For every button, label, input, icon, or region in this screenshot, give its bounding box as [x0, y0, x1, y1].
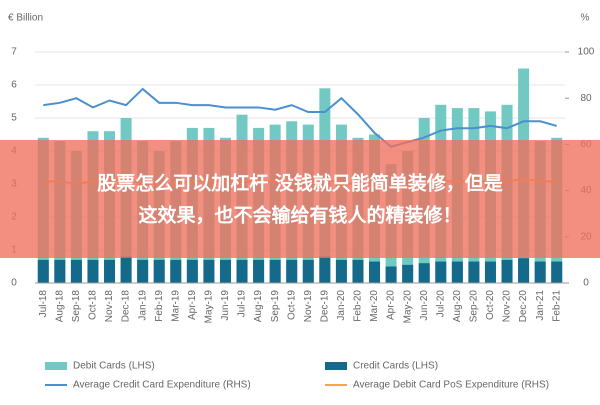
x-tick-label: Aug-20 — [452, 290, 463, 323]
x-tick-label: Nov-20 — [502, 290, 513, 323]
line — [43, 87, 557, 148]
bar — [468, 261, 480, 283]
y-axis-label: € Billion — [8, 13, 43, 24]
bar — [369, 261, 381, 283]
x-tick-label: Dec-18 — [121, 290, 132, 323]
bar — [120, 256, 132, 283]
overlay-text: 股票怎么可以加杠杆 没钱就只能简单装修，但是 — [97, 172, 503, 195]
bar — [352, 259, 364, 283]
bar — [70, 259, 82, 283]
bar — [269, 259, 281, 283]
x-tick-label: Jun-20 — [419, 290, 430, 321]
x-tick-label: Dec-20 — [518, 290, 529, 323]
bar — [385, 266, 397, 283]
bar — [484, 261, 496, 283]
bar — [104, 259, 116, 283]
bar — [501, 259, 513, 283]
x-tick-label: May-20 — [402, 290, 413, 324]
bar — [186, 259, 198, 283]
bar — [137, 259, 149, 283]
bar — [87, 259, 99, 283]
y-tick-label: 6 — [11, 80, 17, 91]
bar — [302, 259, 314, 283]
x-tick-label: Nov-19 — [303, 290, 314, 323]
legend-label: Credit Cards (LHS) — [353, 361, 438, 372]
bar — [203, 259, 215, 283]
bar — [418, 263, 430, 283]
bar — [435, 261, 447, 283]
legend-label: Average Debit Card PoS Expenditure (RHS) — [353, 380, 549, 391]
y-tick-label: 7 — [11, 47, 17, 58]
legend-label: Debit Cards (LHS) — [73, 361, 155, 372]
bar — [518, 258, 530, 283]
bar — [219, 259, 231, 283]
x-tick-label: Mar-19 — [170, 290, 181, 322]
legend-label: Average Credit Card Expenditure (RHS) — [73, 380, 251, 391]
bar — [319, 256, 331, 283]
bar — [37, 259, 49, 283]
legend-swatch — [325, 362, 347, 370]
x-tick-label: Feb-19 — [154, 290, 165, 322]
y2-tick-label: 100 — [578, 47, 595, 58]
x-tick-label: Jan-19 — [137, 290, 148, 321]
y2-tick-label: 80 — [580, 93, 592, 104]
x-tick-label: Oct-19 — [286, 290, 297, 320]
x-tick-label: Jul-20 — [435, 290, 446, 318]
x-tick-label: Feb-20 — [353, 290, 364, 322]
bar — [54, 259, 66, 283]
bar — [286, 259, 298, 283]
bar — [153, 259, 165, 283]
x-tick-label: Jul-18 — [38, 290, 49, 318]
x-tick-label: Sep-18 — [71, 290, 82, 323]
x-tick-label: Apr-20 — [386, 290, 397, 320]
x-tick-label: Oct-18 — [88, 290, 99, 320]
bar — [253, 259, 265, 283]
x-tick-label: Feb-21 — [551, 290, 562, 322]
overlay-banner — [0, 140, 600, 258]
x-tick-label: May-19 — [204, 290, 215, 324]
bar — [170, 259, 182, 283]
overlay-text: 这效果，也不会输给有钱人的精装修！ — [138, 204, 461, 227]
x-tick-label: Jan-21 — [535, 290, 546, 321]
legend-swatch — [45, 362, 67, 370]
x-tick-label: Aug-18 — [54, 290, 65, 323]
bar — [402, 264, 414, 283]
x-tick-label: Dec-19 — [319, 290, 330, 323]
bar — [236, 259, 248, 283]
y-tick-label: 5 — [11, 113, 17, 124]
x-tick-label: Jan-20 — [336, 290, 347, 321]
y-tick-label: 0 — [11, 278, 17, 289]
x-tick-label: Apr-19 — [187, 290, 198, 320]
x-tick-label: Aug-19 — [253, 290, 264, 323]
x-tick-label: Oct-20 — [485, 290, 496, 320]
x-tick-label: Jun-19 — [220, 290, 231, 321]
x-tick-label: Sep-20 — [469, 290, 480, 323]
y2-tick-label: 0 — [583, 278, 589, 289]
x-tick-label: Sep-19 — [270, 290, 281, 323]
x-tick-label: Jul-19 — [237, 290, 248, 318]
x-tick-label: Nov-18 — [104, 290, 115, 323]
x-tick-label: Mar-20 — [369, 290, 380, 322]
bar — [335, 259, 347, 283]
bar — [551, 261, 563, 283]
bar — [534, 261, 546, 283]
y2-axis-label: % — [581, 13, 590, 24]
bar — [451, 261, 463, 283]
